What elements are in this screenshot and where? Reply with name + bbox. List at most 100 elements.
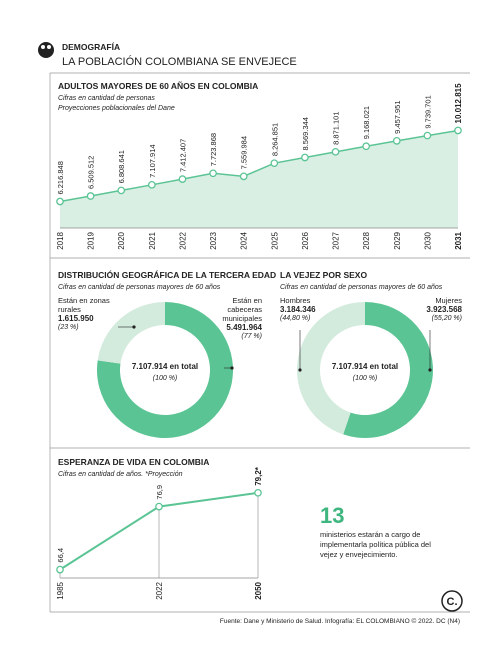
page-title: LA POBLACIÓN COLOMBIANA SE ENVEJECE <box>62 55 297 68</box>
x-tick-label: 2029 <box>393 231 402 249</box>
chart-note: Proyecciones poblacionales del Dane <box>58 105 175 112</box>
total-label: 7.107.914 en total <box>132 362 198 371</box>
section-label: DEMOGRAFÍA <box>62 42 120 52</box>
point <box>423 131 432 140</box>
x-tick-label: 2021 <box>148 231 157 249</box>
chart-subtitle: Cifras en cantidad de personas mayores d… <box>58 284 221 291</box>
chart-title: LA VEJEZ POR SEXO <box>280 270 367 280</box>
section-icon <box>38 42 54 58</box>
point <box>362 142 371 151</box>
category-label: Están en cabeceras municipales <box>222 296 262 323</box>
chart-subtitle: Cifras en cantidad de personas mayores d… <box>280 284 443 291</box>
chart-title: DISTRIBUCIÓN GEOGRÁFICA DE LA TERCERA ED… <box>58 269 276 280</box>
x-tick-label: 2022 <box>155 581 164 599</box>
value-label: 9.168.021 <box>362 106 371 139</box>
value-label: 8.569.344 <box>301 117 310 150</box>
section-icon <box>41 45 45 49</box>
percent-label: (55,20 %) <box>431 315 462 322</box>
x-tick-label: 2028 <box>362 231 371 249</box>
point <box>239 172 248 181</box>
x-tick-label: 2030 <box>423 231 432 249</box>
x-tick-label: 2031 <box>454 231 463 249</box>
chart-title: ADULTOS MAYORES DE 60 AÑOS EN COLOMBIA <box>58 81 258 91</box>
point <box>56 197 64 206</box>
total-percent: (100 %) <box>153 375 178 382</box>
value-label: 79,2* <box>254 466 263 486</box>
value-label: 6.509.512 <box>87 156 96 189</box>
total-label: 7.107.914 en total <box>332 362 398 371</box>
category-label: Están en zonas rurales <box>58 296 110 314</box>
point <box>209 169 217 178</box>
chart-subtitle: Cifras en cantidad de años. *Proyección <box>58 471 183 478</box>
point <box>301 153 309 162</box>
x-tick-label: 2022 <box>178 231 187 249</box>
point <box>454 126 462 135</box>
point <box>147 180 156 189</box>
x-tick-label: 2023 <box>209 231 218 249</box>
x-tick-label: 2026 <box>301 231 310 249</box>
value-label: 9.457.951 <box>393 100 402 133</box>
point <box>254 488 262 497</box>
leader-dot <box>230 366 234 370</box>
slice-label: Mujeres 3.923.568 (55,20 %) <box>404 296 462 323</box>
point <box>56 565 64 574</box>
point <box>331 147 340 156</box>
area <box>60 130 458 228</box>
donut-slice <box>343 302 433 438</box>
section-icon <box>47 45 51 49</box>
slice-label: Están en zonas rurales 1.615.950 (23 %) <box>58 296 116 332</box>
donut-slice <box>97 302 165 364</box>
value-label: 76,9 <box>155 485 164 500</box>
note-text: ministerios estarán a cargo de implement… <box>320 530 431 559</box>
value-label: 7.412.407 <box>178 139 187 172</box>
point <box>270 159 279 168</box>
donut-slice <box>296 302 365 435</box>
leader-dot <box>428 368 432 372</box>
leader-dot <box>132 325 136 329</box>
value-label: 3.923.568 <box>426 305 462 314</box>
value-label: 6.808.641 <box>117 150 126 183</box>
value-label: 5.491.964 <box>226 323 262 332</box>
point <box>178 175 187 183</box>
value-label: 8.871.101 <box>332 111 341 144</box>
leader-dot <box>298 368 302 372</box>
value-label: 9.739.701 <box>423 95 432 128</box>
percent-label: (23 %) <box>58 324 79 331</box>
value-label: 1.615.950 <box>58 314 94 323</box>
chart-title: ESPERANZA DE VIDA EN COLOMBIA <box>58 457 209 467</box>
x-tick-label: 2050 <box>254 581 263 599</box>
value-label: 10.012.815 <box>454 83 463 124</box>
value-label: 7.723.868 <box>209 133 218 166</box>
x-tick-label: 2020 <box>117 231 126 249</box>
percent-label: (77 %) <box>241 333 262 340</box>
x-tick-label: 2018 <box>56 231 65 249</box>
value-label: 7.107.914 <box>148 144 157 177</box>
slice-label: Hombres 3.184.346 (44,80 %) <box>280 296 338 323</box>
category-label: Hombres <box>280 296 311 305</box>
footer-source: Fuente: Dane y Ministerio de Salud. Info… <box>220 617 460 625</box>
logo <box>441 590 463 612</box>
line <box>59 129 459 203</box>
category-label: Mujeres <box>435 296 462 305</box>
x-tick-label: 2019 <box>87 231 96 249</box>
value-label: 6.216.848 <box>56 161 65 194</box>
logo-text: C. <box>447 596 458 608</box>
chart-subtitle: Cifras en cantidad de personas <box>58 95 155 102</box>
x-tick-label: 2027 <box>332 231 341 249</box>
x-tick-label: 2024 <box>240 231 249 249</box>
point <box>392 137 401 145</box>
value-label: 7.559.984 <box>240 136 249 169</box>
value-label: 66,4 <box>56 548 65 563</box>
value-label: 3.184.346 <box>280 305 316 314</box>
slice-label: Están en cabeceras municipales 5.491.964(… <box>204 296 262 341</box>
x-tick-label: 1985 <box>56 581 65 599</box>
percent-label: (44,80 %) <box>280 315 311 322</box>
point <box>117 186 126 195</box>
point <box>86 192 95 200</box>
donut-slice <box>96 302 234 438</box>
value-label: 8.264.851 <box>270 123 279 156</box>
note-number: 13 <box>320 503 345 528</box>
total-percent: (100 %) <box>353 375 378 382</box>
